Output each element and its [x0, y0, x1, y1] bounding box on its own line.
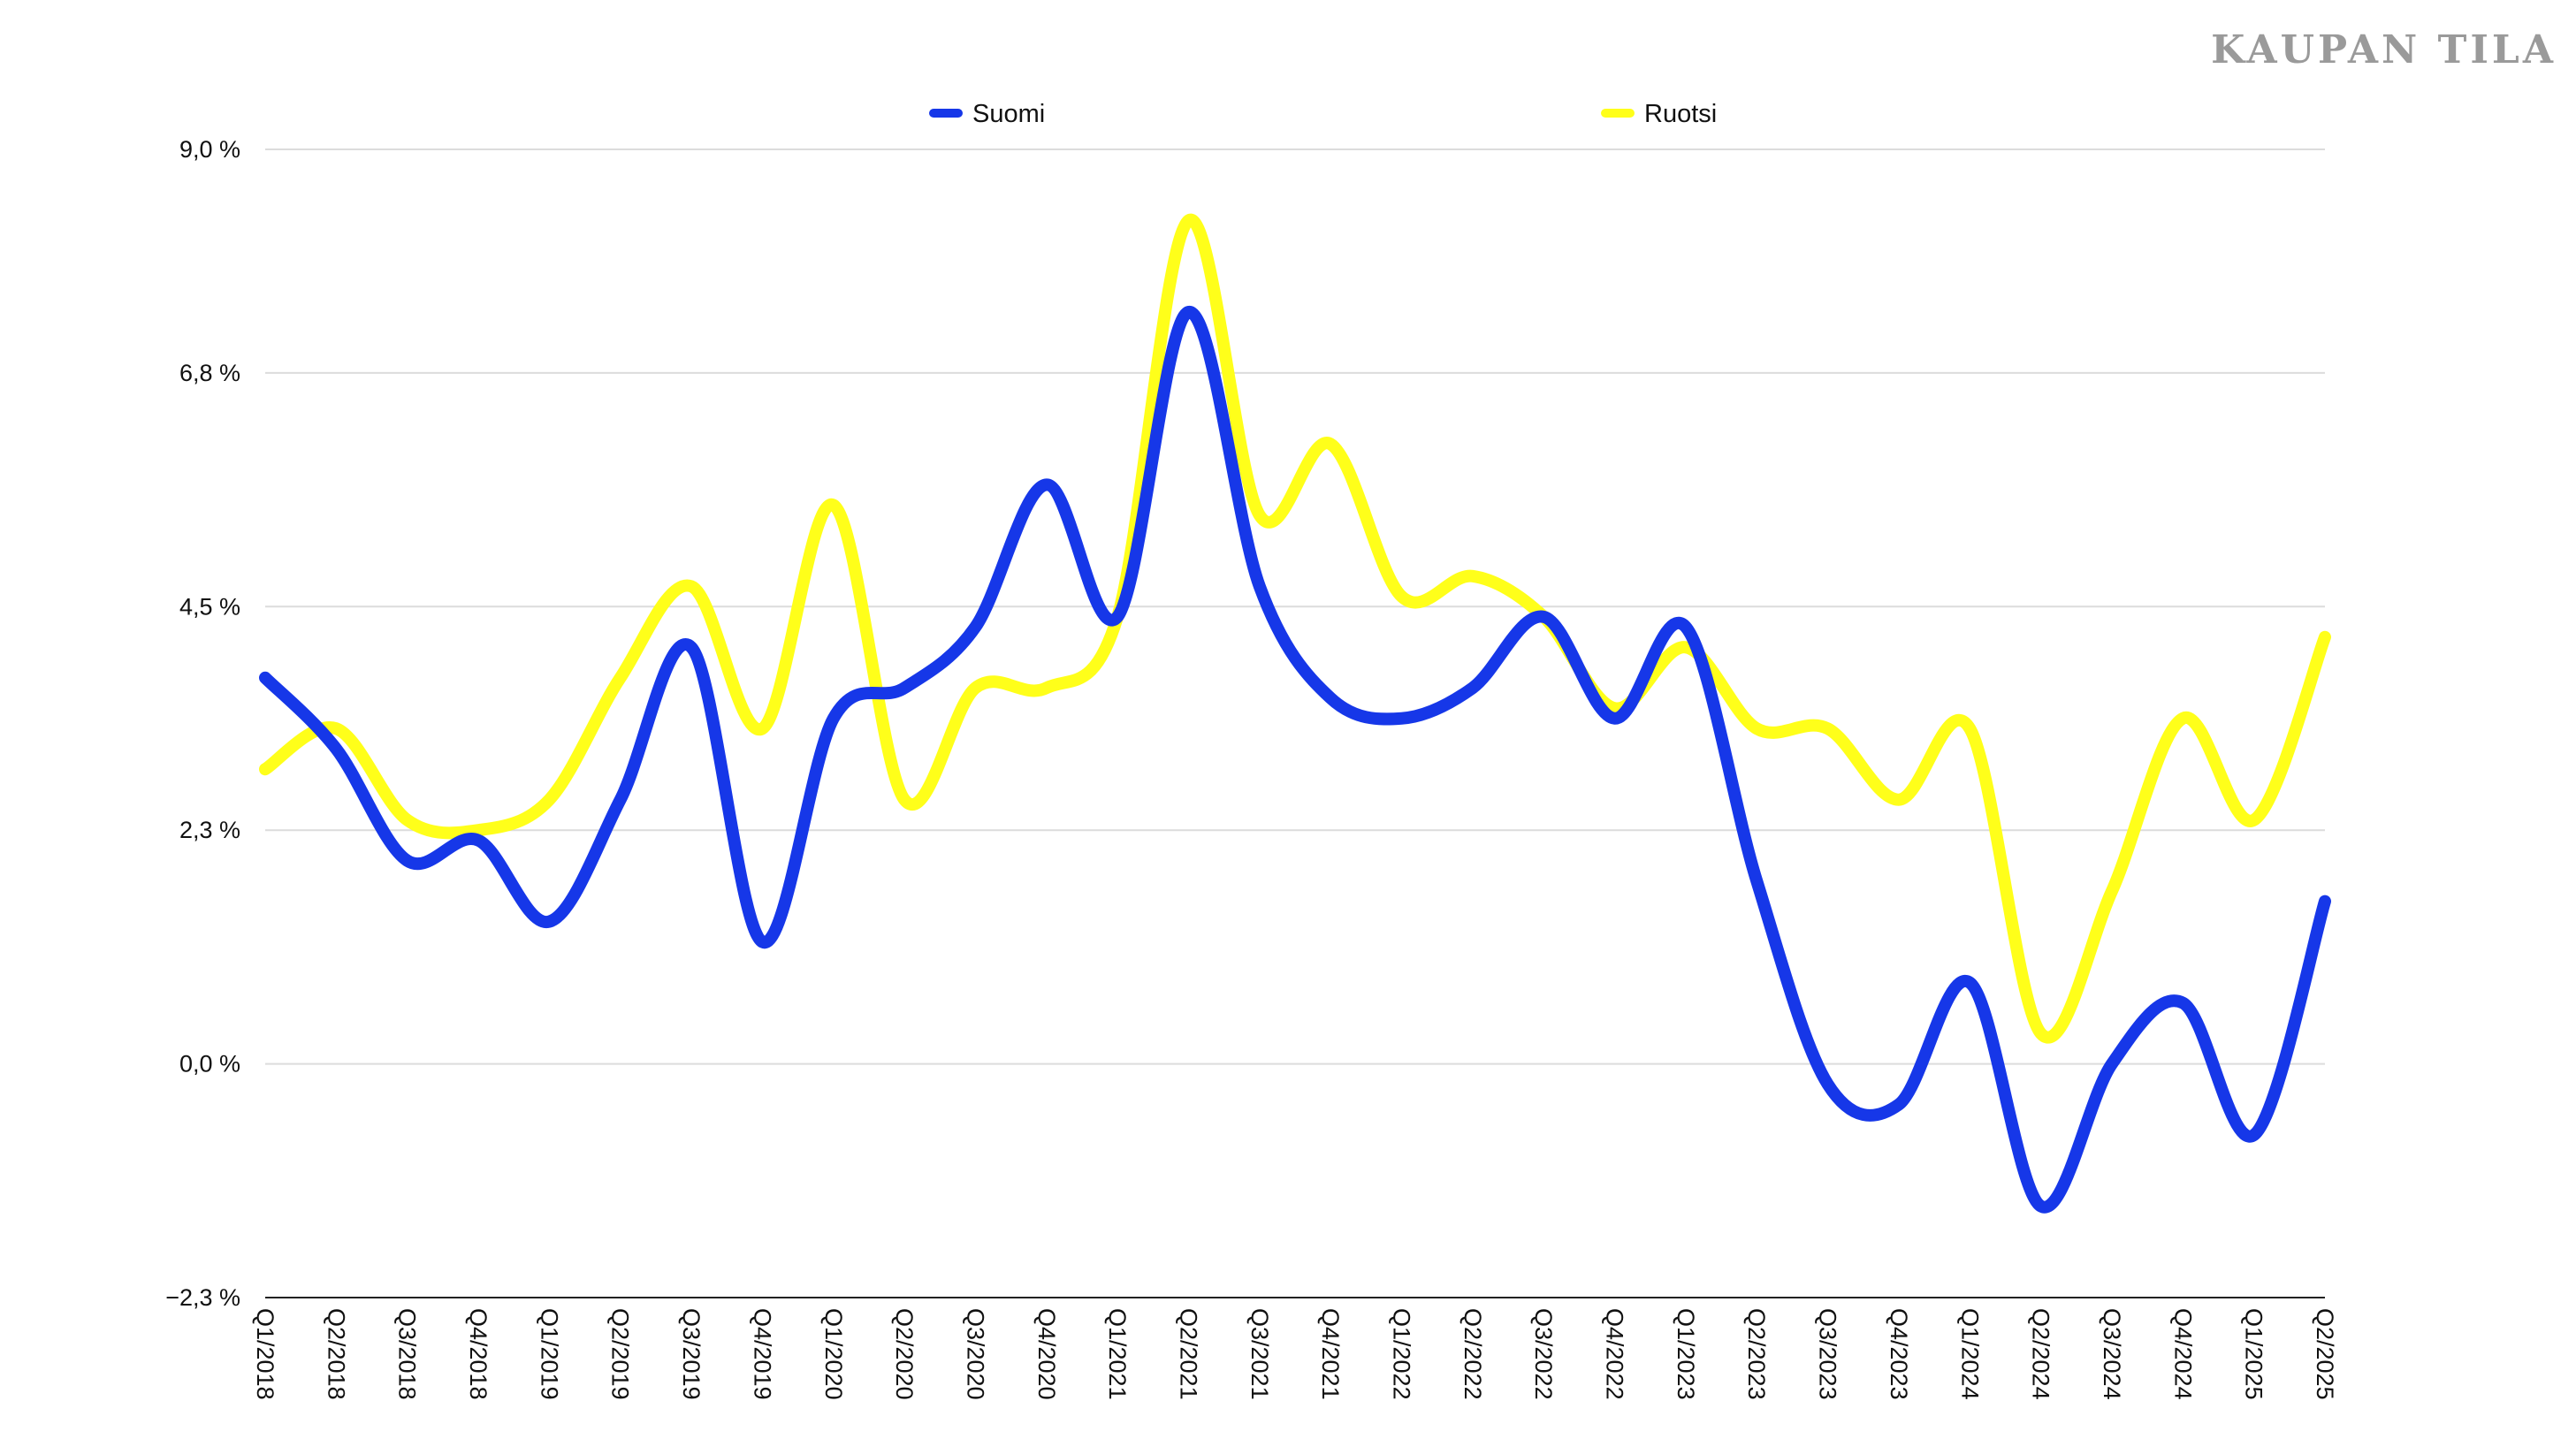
x-tick-label: Q1/2019 [536, 1308, 562, 1400]
x-tick-label: Q2/2018 [323, 1308, 349, 1400]
y-tick-label: 4,5 % [179, 593, 240, 620]
x-tick-label: Q4/2021 [1317, 1308, 1344, 1400]
x-tick-label: Q1/2025 [2241, 1308, 2267, 1400]
series-line-ruotsi [259, 213, 2331, 1044]
x-tick-label: Q4/2018 [465, 1308, 492, 1400]
y-tick-label: −2,3 % [165, 1284, 240, 1311]
x-tick-label: Q2/2025 [2312, 1308, 2338, 1400]
x-tick-label: Q2/2023 [1743, 1308, 1770, 1400]
x-tick-label: Q1/2024 [1956, 1308, 1983, 1400]
x-tick-label: Q4/2024 [2169, 1308, 2196, 1400]
y-axis-ticks: −2,3 % 0,0 % 2,3 % 4,5 % 6,8 % 9,0 % [165, 136, 240, 1311]
legend: Suomi Ruotsi [929, 100, 1717, 128]
series-layer [259, 213, 2331, 1214]
x-tick-label: Q3/2023 [1815, 1308, 1841, 1400]
x-axis-ticks: Q1/2018 Q2/2018 Q3/2018 Q4/2018 Q1/2019 Q2/20… [252, 1308, 2338, 1400]
x-tick-label: Q3/2021 [1246, 1308, 1273, 1400]
x-tick-label: Q3/2024 [2099, 1308, 2125, 1400]
x-tick-label: Q2/2020 [891, 1308, 918, 1400]
legend-label-suomi: Suomi [972, 100, 1045, 128]
x-tick-label: Q2/2019 [607, 1308, 634, 1400]
x-tick-label: Q3/2022 [1530, 1308, 1557, 1400]
x-tick-label: Q1/2020 [820, 1308, 847, 1400]
x-tick-label: Q3/2019 [678, 1308, 705, 1400]
x-tick-label: Q1/2023 [1673, 1308, 1699, 1400]
legend-label-ruotsi: Ruotsi [1644, 100, 1717, 128]
x-tick-label: Q4/2019 [749, 1308, 775, 1400]
x-tick-label: Q2/2021 [1175, 1308, 1201, 1400]
x-tick-label: Q3/2020 [962, 1308, 988, 1400]
x-tick-label: Q1/2021 [1104, 1308, 1131, 1400]
x-tick-label: Q1/2022 [1389, 1308, 1415, 1400]
x-tick-label: Q1/2018 [252, 1308, 278, 1400]
x-tick-label: Q4/2020 [1033, 1308, 1060, 1400]
y-tick-label: 2,3 % [179, 817, 240, 843]
brand-logo-text: KAUPAN TILA [2211, 27, 2557, 72]
y-tick-label: 6,8 % [179, 360, 240, 386]
x-tick-label: Q2/2022 [1459, 1308, 1486, 1400]
x-tick-label: Q4/2022 [1602, 1308, 1628, 1400]
x-tick-label: Q4/2023 [1886, 1308, 1912, 1400]
y-tick-label: 0,0 % [179, 1051, 240, 1077]
y-tick-label: 9,0 % [179, 136, 240, 163]
series-line-suomi [259, 305, 2331, 1214]
x-tick-label: Q2/2024 [2028, 1308, 2054, 1400]
x-tick-label: Q3/2018 [394, 1308, 421, 1400]
